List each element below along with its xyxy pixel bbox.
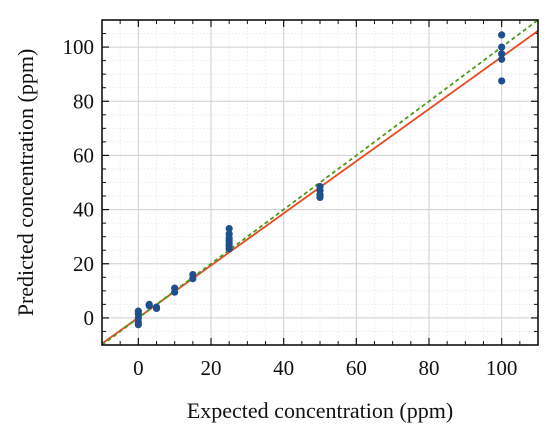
y-axis-label: Predicted concentration (ppm) (13, 49, 38, 317)
data-point (189, 275, 197, 283)
data-point (498, 50, 506, 58)
x-tick-label: 100 (486, 356, 518, 380)
y-tick-label: 40 (73, 198, 94, 222)
data-point (152, 304, 161, 313)
data-point (316, 193, 324, 201)
y-tick-label: 100 (63, 35, 95, 59)
data-point (498, 55, 506, 63)
x-axis-label: Expected concentration (ppm) (187, 398, 453, 423)
data-point (171, 288, 179, 296)
y-tick-label: 60 (73, 143, 94, 167)
data-point (498, 77, 506, 85)
x-tick-label: 60 (346, 356, 367, 380)
y-tick-label: 80 (73, 89, 94, 113)
plot-frame (101, 19, 539, 346)
x-tick-label: 0 (133, 356, 144, 380)
y-tick-label: 20 (73, 252, 94, 276)
x-tick-label: 80 (419, 356, 440, 380)
data-point (498, 31, 506, 39)
data-point (134, 321, 142, 329)
data-point (225, 245, 233, 253)
y-tick-label: 0 (84, 306, 95, 330)
x-tick-label: 20 (201, 356, 222, 380)
data-point (498, 43, 506, 51)
x-tick-label: 40 (273, 356, 294, 380)
data-point (225, 224, 233, 233)
data-point (145, 302, 153, 310)
data-points (134, 31, 506, 329)
tick-labels: 0 20 40 60 80 100 0 20 40 60 80 100 (63, 35, 518, 380)
